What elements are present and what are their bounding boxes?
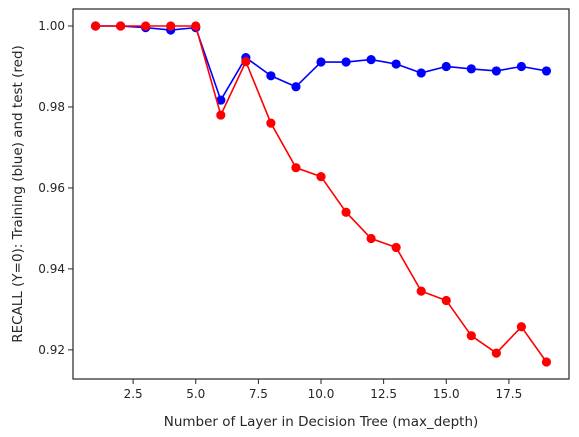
data-point <box>316 57 326 67</box>
y-tick-label: 0.94 <box>38 262 65 276</box>
data-point <box>216 110 226 120</box>
data-point <box>466 64 476 74</box>
x-tick-label: 10.0 <box>308 387 335 401</box>
x-tick-label: 5.0 <box>186 387 205 401</box>
x-tick-label: 7.5 <box>249 387 268 401</box>
data-point <box>266 118 276 128</box>
data-point <box>316 171 326 182</box>
data-point <box>516 322 527 332</box>
data-point <box>441 61 451 72</box>
data-point <box>391 242 401 253</box>
data-point <box>291 163 301 173</box>
data-point <box>366 55 376 65</box>
x-tick-label: 2.5 <box>124 387 143 401</box>
data-point <box>191 21 201 31</box>
data-point <box>391 59 401 69</box>
x-axis-ticks: 2.5 5.0 7.5 10.0 12.5 15.0 17.5 <box>124 379 523 401</box>
data-point <box>441 295 451 306</box>
y-tick-label: 0.96 <box>38 181 65 195</box>
y-axis-ticks: 0.92 0.94 0.96 0.98 1.00 <box>38 19 73 357</box>
x-tick-label: 12.5 <box>370 387 397 401</box>
data-point <box>166 21 176 31</box>
data-point <box>141 21 151 31</box>
data-point <box>541 66 552 76</box>
data-point <box>491 348 501 358</box>
x-axis-label: Number of Layer in Decision Tree (max_de… <box>164 414 479 430</box>
data-point <box>416 68 426 78</box>
y-tick-label: 1.00 <box>38 19 65 33</box>
data-point <box>241 57 251 67</box>
data-point <box>216 95 226 105</box>
y-tick-label: 0.98 <box>38 100 65 114</box>
data-point <box>541 357 552 367</box>
data-point <box>366 233 376 244</box>
data-point <box>416 286 426 296</box>
series-2 <box>90 21 552 367</box>
data-point <box>291 82 301 92</box>
data-point <box>341 207 351 217</box>
data-point <box>90 21 101 31</box>
data-point <box>491 66 501 76</box>
x-tick-label: 17.5 <box>496 387 523 401</box>
data-point <box>466 331 476 341</box>
x-tick-label: 15.0 <box>433 387 460 401</box>
series-layer <box>90 21 552 367</box>
y-axis-label: RECALL (Y=0): Training (blue) and test (… <box>10 45 26 343</box>
y-tick-label: 0.92 <box>38 343 65 357</box>
data-point <box>115 21 126 31</box>
data-point <box>341 57 351 67</box>
data-point <box>266 71 276 81</box>
data-point <box>516 61 527 72</box>
